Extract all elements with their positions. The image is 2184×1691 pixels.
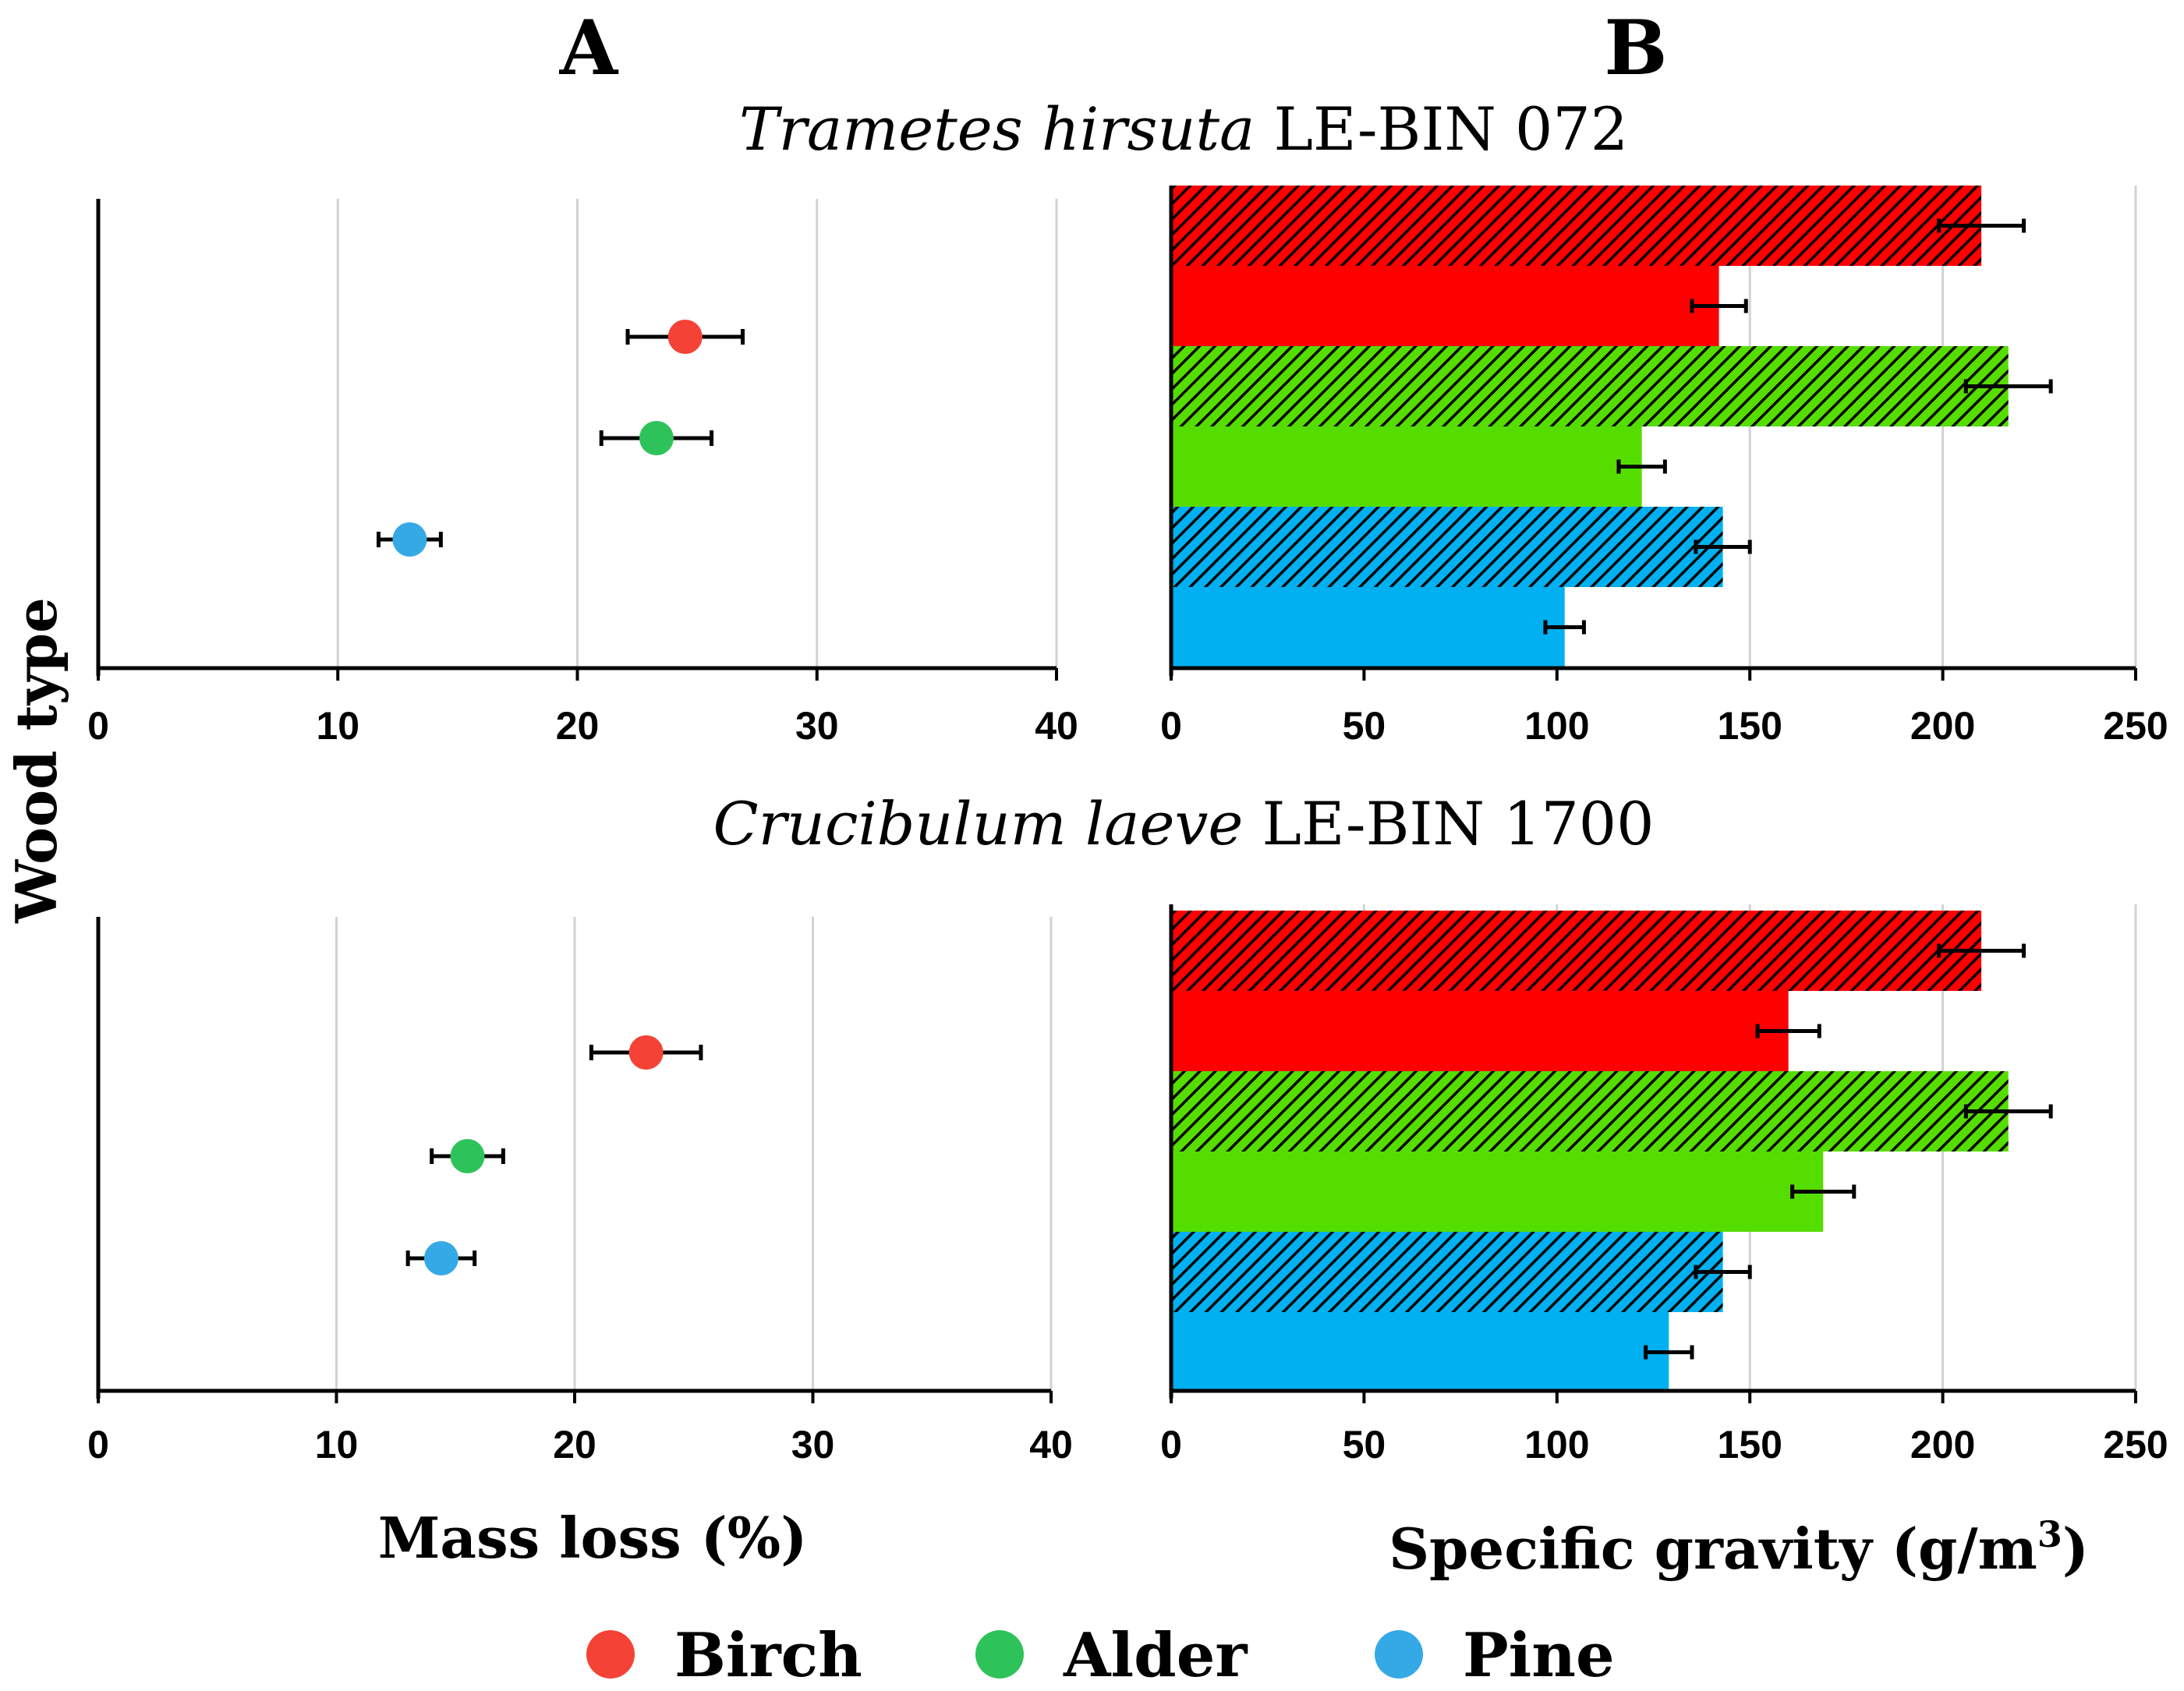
bar-b-bottom-pine-solid (1171, 1312, 1669, 1392)
x-axis-label-sg-sup: 3 (2037, 1513, 2062, 1555)
chart-layer: 0 10 20 30 40 0 10 20 30 40 0 50 100 150 200 250 0 50 100 1… (87, 186, 2168, 1466)
panel-label-a: A (559, 4, 619, 92)
title-bottom: Crucibulum laeve LE-BIN 1700 (713, 789, 1654, 858)
tick-label-b-top-200: 200 (1910, 704, 1975, 748)
bar-b-top-pine-hatched (1171, 507, 1723, 587)
tick-label-b-bottom-100: 100 (1524, 1423, 1589, 1466)
bar-b-bottom-alder-hatched (1171, 1071, 2009, 1152)
x-axis-label-sg-close: ) (2062, 1516, 2089, 1582)
tick-label-b-bottom-200: 200 (1910, 1423, 1975, 1466)
x-axis-label-mass-loss: Mass loss (%) (378, 1505, 808, 1571)
bar-b-top-birch-solid (1171, 266, 1719, 346)
bar-b-top-birch-hatched (1171, 186, 1982, 266)
bar-b-bottom-pine-hatched (1171, 1232, 1723, 1312)
tick-label-a-top-30: 30 (795, 704, 839, 748)
tick-label-b-top-250: 250 (2103, 704, 2168, 748)
tick-label-a-top-0: 0 (87, 704, 109, 748)
bar-b-bottom-birch-solid (1171, 991, 1789, 1071)
point-a-bottom-birch (628, 1035, 664, 1070)
tick-label-b-bottom-150: 150 (1717, 1423, 1782, 1466)
x-axis-label-sg-main: Specific gravity (g/m (1389, 1516, 2037, 1582)
legend: Birch Alder Pine (586, 1620, 1615, 1691)
tick-label-b-top-0: 0 (1160, 704, 1182, 748)
title-bottom-italic: Crucibulum laeve (713, 789, 1243, 858)
legend-label-alder: Alder (1063, 1620, 1248, 1691)
tick-label-b-top-50: 50 (1343, 704, 1386, 748)
tick-label-a-top-20: 20 (556, 704, 600, 748)
tick-label-a-bottom-10: 10 (315, 1423, 359, 1466)
point-a-top-alder (639, 421, 674, 455)
bar-b-bottom-alder-solid (1171, 1152, 1824, 1232)
tick-label-a-bottom-20: 20 (553, 1423, 596, 1466)
tick-label-a-bottom-0: 0 (87, 1423, 109, 1466)
title-top: Trametes hirsuta LE-BIN 072 (739, 94, 1628, 164)
title-bottom-strain: LE-BIN 1700 (1243, 789, 1654, 858)
tick-label-a-bottom-40: 40 (1029, 1423, 1073, 1466)
panel-label-b: B (1604, 4, 1667, 92)
x-axis-label-specific-gravity: Specific gravity (g/m3) (1389, 1513, 2089, 1582)
legend-label-pine: Pine (1463, 1620, 1615, 1691)
tick-label-b-top-100: 100 (1524, 704, 1589, 748)
tick-label-b-bottom-50: 50 (1343, 1423, 1386, 1466)
point-a-top-pine (392, 522, 427, 557)
tick-label-a-top-40: 40 (1035, 704, 1078, 748)
legend-marker-birch (586, 1630, 635, 1679)
tick-label-b-bottom-0: 0 (1160, 1423, 1182, 1466)
tick-label-b-top-150: 150 (1717, 704, 1782, 748)
tick-label-b-bottom-250: 250 (2103, 1423, 2168, 1466)
bar-b-top-alder-solid (1171, 426, 1642, 507)
bar-b-top-alder-hatched (1171, 346, 2009, 426)
tick-label-a-bottom-30: 30 (791, 1423, 835, 1466)
point-a-bottom-alder (450, 1139, 485, 1173)
point-a-top-birch (667, 320, 703, 354)
legend-label-birch: Birch (674, 1620, 862, 1691)
tick-label-a-top-10: 10 (316, 704, 359, 748)
point-a-bottom-pine (423, 1241, 458, 1275)
bar-b-top-pine-solid (1171, 587, 1565, 667)
title-top-strain: LE-BIN 072 (1255, 94, 1628, 164)
legend-marker-pine (1375, 1630, 1423, 1679)
legend-marker-alder (975, 1630, 1024, 1679)
bar-b-bottom-birch-hatched (1171, 911, 1982, 991)
y-axis-label: Wood type (3, 597, 69, 924)
title-top-italic: Trametes hirsuta (739, 94, 1255, 164)
